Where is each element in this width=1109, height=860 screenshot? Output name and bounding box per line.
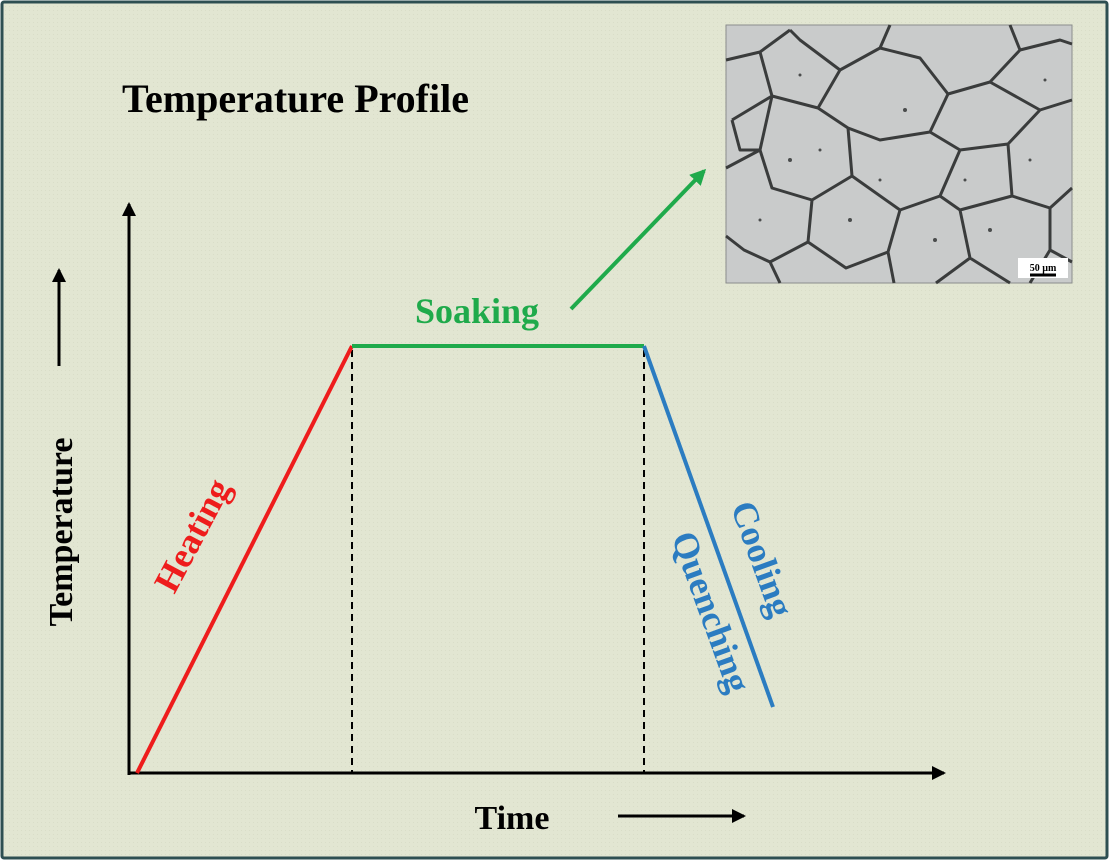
micrograph-image: [725, 24, 1074, 285]
cooling-segment: [642, 345, 775, 708]
micrograph-pointer-arrow: [569, 168, 707, 311]
micrograph-scale-label: 50 µm: [1030, 263, 1057, 274]
heating-segment: [135, 345, 354, 774]
x-axis-label: Time: [475, 800, 550, 837]
diagram-title: Temperature Profile: [122, 76, 469, 121]
y-axis-label: Temperature: [43, 438, 80, 627]
soaking-label: Soaking: [415, 291, 539, 331]
